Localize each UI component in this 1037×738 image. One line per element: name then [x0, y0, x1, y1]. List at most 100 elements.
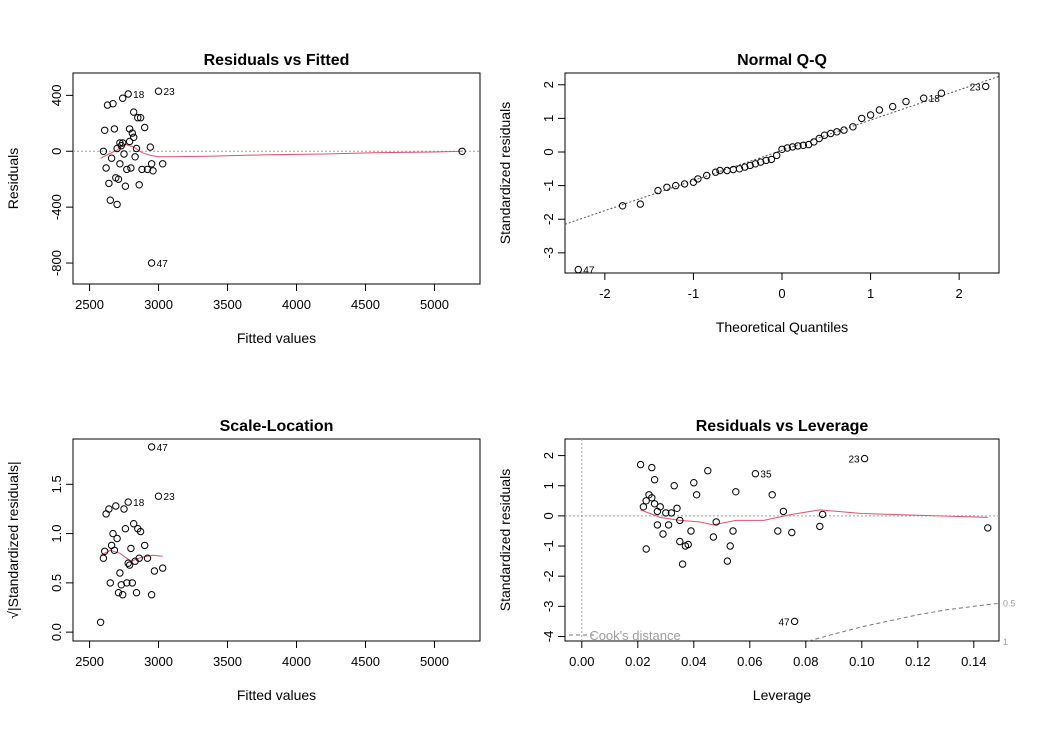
data-point: [664, 521, 673, 529]
data-point: [672, 181, 680, 190]
data-point: [147, 591, 156, 599]
data-point: [127, 544, 135, 553]
data-point: [656, 503, 664, 511]
data-point: [866, 111, 875, 119]
data-point: [816, 522, 824, 531]
data-point: [815, 134, 823, 143]
data-point: [103, 101, 112, 109]
data-point: [128, 579, 137, 587]
data-point: [653, 521, 662, 529]
data-point: [858, 114, 866, 123]
y-axis-label: Residuals: [5, 148, 21, 209]
data-point: [889, 102, 897, 111]
data-point: [767, 155, 776, 164]
data-point: [746, 161, 754, 170]
data-point: [788, 528, 796, 537]
data-point: [147, 259, 156, 267]
data-point: [860, 454, 869, 463]
y-tick-label: 1: [541, 115, 556, 122]
data-point: [134, 114, 142, 122]
data-point: [138, 165, 146, 174]
data-point: [112, 502, 120, 510]
qq-reference-line: [564, 75, 1000, 225]
x-tick-label: 0.04: [681, 654, 706, 669]
cooks-contour-label: 0.5: [1003, 598, 1016, 608]
plot-title: Normal Q-Q: [737, 52, 827, 69]
plot-title: Residuals vs Fitted: [204, 52, 350, 69]
data-point: [154, 492, 163, 500]
data-point: [773, 151, 781, 160]
data-point: [723, 557, 732, 565]
point-label: 47: [778, 617, 790, 628]
data-point: [768, 491, 776, 499]
data-point: [110, 546, 119, 554]
data-point: [131, 153, 139, 161]
data-point: [130, 520, 138, 528]
data-point: [120, 505, 128, 513]
data-point: [642, 497, 650, 505]
data-point: [106, 579, 115, 587]
data-point: [659, 530, 667, 538]
data-point: [105, 179, 113, 188]
x-axis-label: Fitted values: [237, 687, 316, 703]
data-point: [125, 137, 134, 146]
y-tick-label: 0: [541, 148, 556, 155]
data-point: [642, 545, 650, 553]
y-tick-label: -4: [541, 631, 556, 643]
point-label: 47: [583, 266, 595, 277]
y-tick-label: -3: [541, 247, 556, 259]
data-point: [741, 163, 749, 171]
data-point: [704, 467, 712, 475]
data-point: [689, 178, 698, 186]
data-point: [757, 158, 765, 166]
data-point: [774, 527, 782, 535]
y-tick-label: -800: [49, 250, 64, 276]
data-point: [101, 126, 109, 135]
data-point: [149, 167, 157, 175]
data-point: [663, 183, 671, 192]
data-point: [128, 129, 137, 137]
x-tick-label: 3000: [144, 654, 173, 669]
data-point: [662, 509, 670, 517]
y-tick-label: 2: [541, 452, 556, 459]
data-point: [147, 443, 156, 451]
x-tick-label: 2500: [75, 297, 104, 312]
y-axis-label: √|Standardized residuals|: [5, 461, 21, 618]
x-axis-label: Fitted values: [237, 330, 316, 346]
data-point: [135, 181, 143, 189]
data-point: [141, 541, 149, 550]
x-tick-label: 3000: [144, 297, 173, 312]
data-point: [648, 463, 656, 472]
data-point: [694, 175, 702, 183]
x-tick-label: 4500: [351, 297, 380, 312]
data-point: [667, 509, 676, 517]
y-tick-label: 2: [541, 81, 556, 88]
x-tick-label: 1: [867, 286, 874, 301]
data-point: [143, 554, 152, 562]
x-tick-label: 4500: [351, 654, 380, 669]
x-tick-label: 5000: [420, 297, 449, 312]
x-tick-label: 0.00: [569, 654, 594, 669]
data-point: [849, 123, 857, 131]
data-point: [840, 126, 848, 134]
y-tick-label: 400: [49, 85, 64, 107]
data-point: [102, 164, 110, 172]
data-point: [833, 128, 841, 136]
point-label: 18: [929, 94, 941, 105]
data-point: [150, 567, 159, 575]
x-tick-label: 2500: [75, 654, 104, 669]
data-point: [982, 82, 990, 91]
x-tick-label: -1: [688, 286, 700, 301]
data-point: [794, 142, 802, 150]
data-point: [678, 560, 687, 568]
data-point: [130, 133, 138, 142]
data-point: [143, 165, 152, 174]
y-tick-label: 0: [49, 148, 64, 155]
data-point: [712, 518, 720, 526]
x-tick-label: 4000: [282, 654, 311, 669]
y-tick-label: -1: [541, 180, 556, 192]
point-label: 23: [848, 455, 860, 466]
y-tick-label: -1: [541, 540, 556, 552]
data-point: [676, 537, 684, 546]
point-label: 35: [760, 470, 772, 481]
